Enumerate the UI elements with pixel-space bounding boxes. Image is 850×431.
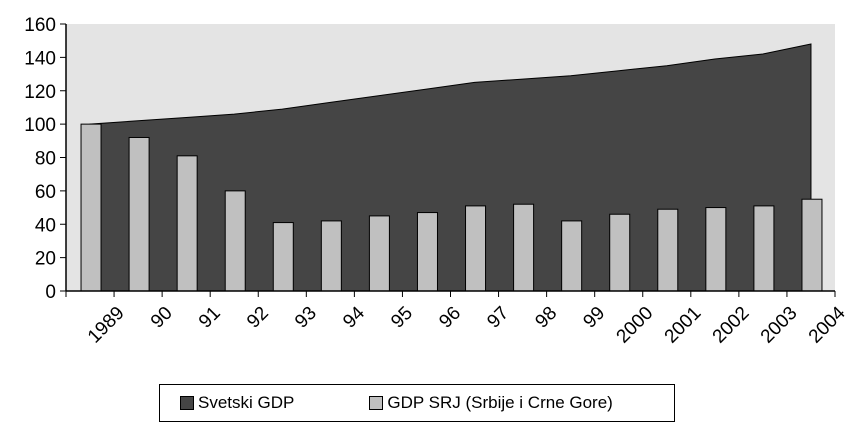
y-tick-label: 160	[24, 15, 56, 36]
y-tick-label: 140	[24, 48, 56, 69]
bar-95	[368, 215, 390, 292]
legend: Svetski GDP GDP SRJ (Srbije i Crne Gore)	[159, 384, 675, 422]
x-tick-label: 91	[195, 303, 225, 333]
y-tick-label: 120	[24, 82, 56, 103]
x-tick-label: 92	[243, 303, 273, 333]
legend-label-svetski-gdp: Svetski GDP	[198, 393, 295, 412]
legend-label-gdp-srj: GDP SRJ (Srbije i Crne Gore)	[387, 393, 613, 412]
legend-swatch-svetski-gdp	[180, 396, 194, 410]
bar-96	[416, 212, 438, 292]
y-tick-label: 20	[35, 249, 56, 270]
x-tick-label: 2001	[661, 303, 706, 348]
y-tick-label: 100	[24, 115, 56, 136]
x-tick-label: 96	[435, 303, 465, 333]
x-tick-label: 2000	[613, 303, 658, 348]
area-series-svetski-gdp	[89, 43, 812, 292]
legend-swatch-gdp-srj	[369, 396, 384, 410]
bar-94	[320, 220, 342, 292]
x-tick-label: 1989	[84, 303, 129, 348]
bar-98	[513, 203, 535, 292]
legend-item-svetski-gdp: Svetski GDP	[180, 393, 294, 413]
y-tick-label: 40	[35, 215, 56, 236]
x-tick-label: 2004	[805, 302, 850, 347]
x-tick-label: 95	[387, 303, 417, 333]
bar-2001	[657, 208, 679, 292]
y-tick-label: 60	[35, 182, 56, 203]
bar-90	[128, 136, 150, 292]
x-tick-label: 2003	[757, 303, 802, 348]
bar-93	[272, 222, 294, 292]
legend-item-gdp-srj: GDP SRJ (Srbije i Crne Gore)	[369, 393, 613, 413]
x-tick-label: 98	[531, 303, 561, 333]
x-tick-label: 93	[291, 303, 321, 333]
x-tick-label: 99	[579, 303, 609, 333]
x-tick-label: 94	[339, 302, 369, 332]
bar-97	[465, 205, 487, 292]
bar-2004	[801, 198, 823, 292]
x-tick-label: 2002	[709, 303, 754, 348]
x-tick-label: 97	[483, 303, 513, 333]
x-tick-label: 90	[147, 303, 177, 333]
y-tick-label: 80	[35, 149, 56, 170]
y-tick-label: 0	[45, 282, 56, 303]
bar-91	[176, 155, 198, 292]
bar-2000	[609, 213, 631, 292]
bar-2003	[753, 205, 775, 292]
bar-92	[224, 190, 246, 292]
bar-99	[561, 220, 583, 292]
bar-1989	[80, 123, 102, 292]
bar-2002	[705, 207, 727, 292]
